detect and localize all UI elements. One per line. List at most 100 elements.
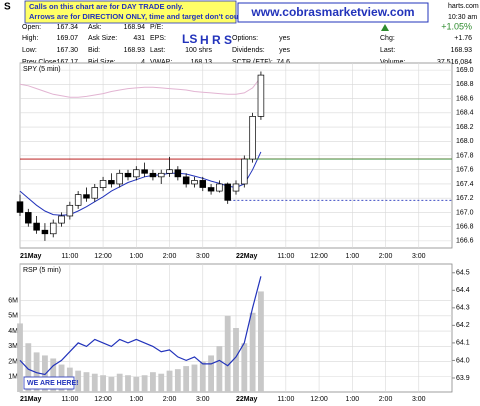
panel-title: RSP (5 min)	[23, 267, 61, 274]
candle-body	[149, 172, 157, 178]
up-arrow	[381, 24, 389, 31]
candle-body	[41, 229, 49, 235]
volume-bar	[116, 373, 123, 392]
y-tick-label: 168.8	[456, 81, 474, 88]
quote-table: Open: 167.34 Ask: 168.94 P/E: High: 169.07 Ask …	[22, 24, 472, 66]
volume-bar	[17, 323, 23, 392]
field-label: Ask Size:	[88, 35, 117, 42]
candle-body	[249, 116, 256, 160]
x-tick-label: 1:00	[129, 396, 143, 403]
banner-line: Arrows are for DIRECTION ONLY, time and …	[29, 12, 248, 21]
x-tick-label: 22May	[236, 253, 258, 260]
field-label: Ask:	[88, 24, 102, 31]
symbol: S	[4, 2, 11, 13]
field-label: Last:	[150, 47, 165, 54]
x-tick-label: 11:00	[61, 253, 78, 260]
here-box	[23, 376, 75, 390]
field-value: 100 shrs	[185, 47, 212, 54]
candle-body	[25, 212, 32, 224]
y-tick-label: 3M	[8, 343, 18, 350]
x-tick-label: 22May	[236, 396, 258, 403]
field-label: SCTR (ETF):	[232, 59, 273, 66]
change-pct: +1.05%	[441, 21, 472, 31]
field-label: Prev Close:	[22, 59, 58, 66]
candle-body	[49, 222, 57, 235]
candle-body	[199, 180, 207, 188]
volume-bar	[166, 370, 173, 392]
site-small: harts.com	[448, 3, 479, 10]
candle-body	[141, 169, 148, 174]
field-label: VWAP:	[150, 59, 172, 66]
y-tick-label: 5M	[8, 313, 18, 320]
x-tick-label: 2:00	[379, 253, 393, 260]
y2-tick-label: 64.4	[456, 287, 470, 294]
y2-tick-label: 64.5	[456, 270, 470, 277]
panel-title: SPY (5 min)	[23, 66, 61, 73]
field-label: Last:	[380, 47, 395, 54]
x-tick-label: 1:00	[345, 396, 359, 403]
field-label: Volume:	[380, 59, 405, 66]
candle-body	[33, 222, 40, 231]
y-tick-label: 166.6	[456, 238, 474, 245]
field-label: Bid Size:	[88, 59, 116, 66]
candle-body	[99, 180, 107, 188]
field-label: Options:	[232, 35, 258, 42]
volume-bar	[25, 343, 32, 392]
volume-bar	[174, 369, 181, 392]
candle-body	[241, 158, 248, 185]
volume-bar	[100, 375, 106, 392]
field-value: 168.13	[191, 59, 213, 66]
panel: 21May 11:00 12:00 1:00 2:00 3:00 22May 11:00 12:…	[8, 263, 470, 403]
series-line	[19, 276, 262, 376]
candle-body	[124, 172, 132, 178]
y-tick-label: 166.8	[456, 223, 474, 230]
volume-bar	[91, 373, 98, 392]
volume-bar	[191, 364, 198, 392]
volume-bar	[125, 375, 131, 392]
x-tick-label: 11:00	[61, 396, 78, 403]
y-tick-label: 168.4	[456, 110, 474, 117]
x-tick-label: 2:00	[163, 396, 177, 403]
field-label: Dividends:	[232, 47, 265, 54]
site-box	[237, 2, 429, 23]
overlay-line	[19, 76, 262, 98]
field-label: Open:	[22, 24, 41, 31]
volume-bar	[233, 328, 239, 392]
candle-body	[133, 169, 140, 178]
volume-bar	[108, 376, 115, 392]
field-label: Bid:	[88, 47, 100, 54]
volume-bar	[258, 291, 264, 392]
candle-body	[74, 194, 82, 206]
panel: 21May 11:00 12:00 1:00 2:00 3:00 22May 11:00 12:…	[16, 62, 474, 260]
y-tick-label: 168.6	[456, 95, 474, 102]
field-value: 168.93	[124, 47, 146, 54]
field-value: +1.76	[454, 35, 472, 42]
field-label: High:	[22, 35, 38, 42]
field-label: EPS:	[150, 35, 166, 42]
site: www.cobrasmarketview.com	[250, 5, 414, 19]
candle-body	[91, 187, 99, 199]
y2-tick-label: 64.0	[456, 357, 470, 364]
x-tick-label: 3:00	[196, 396, 210, 403]
candle-body	[174, 169, 182, 178]
field-value: 4	[141, 59, 145, 66]
candle-body	[166, 169, 173, 174]
field-label: P/E:	[150, 24, 163, 31]
volume-bar	[199, 361, 206, 392]
field-value: 37,516,084	[437, 59, 472, 66]
field-value: yes	[279, 47, 290, 54]
field-value: 168.94	[124, 24, 146, 31]
y2-tick-label: 64.3	[456, 305, 470, 312]
x-tick-label: 3:00	[412, 396, 426, 403]
x-tick-label: 3:00	[412, 253, 426, 260]
ls-label: LS	[182, 32, 197, 46]
y-tick-label: 6M	[8, 297, 18, 304]
plots: 21May 11:00 12:00 1:00 2:00 3:00 22May 11:00 12:…	[8, 62, 474, 403]
x-tick-label: 12:00	[310, 253, 328, 260]
field-label: Chg:	[380, 35, 395, 42]
field-value: 167.17	[57, 59, 79, 66]
candle-body	[182, 176, 190, 185]
x-tick-label: 2:00	[379, 396, 393, 403]
volume-bar	[183, 366, 190, 392]
y-tick-label: 167.0	[456, 209, 474, 216]
